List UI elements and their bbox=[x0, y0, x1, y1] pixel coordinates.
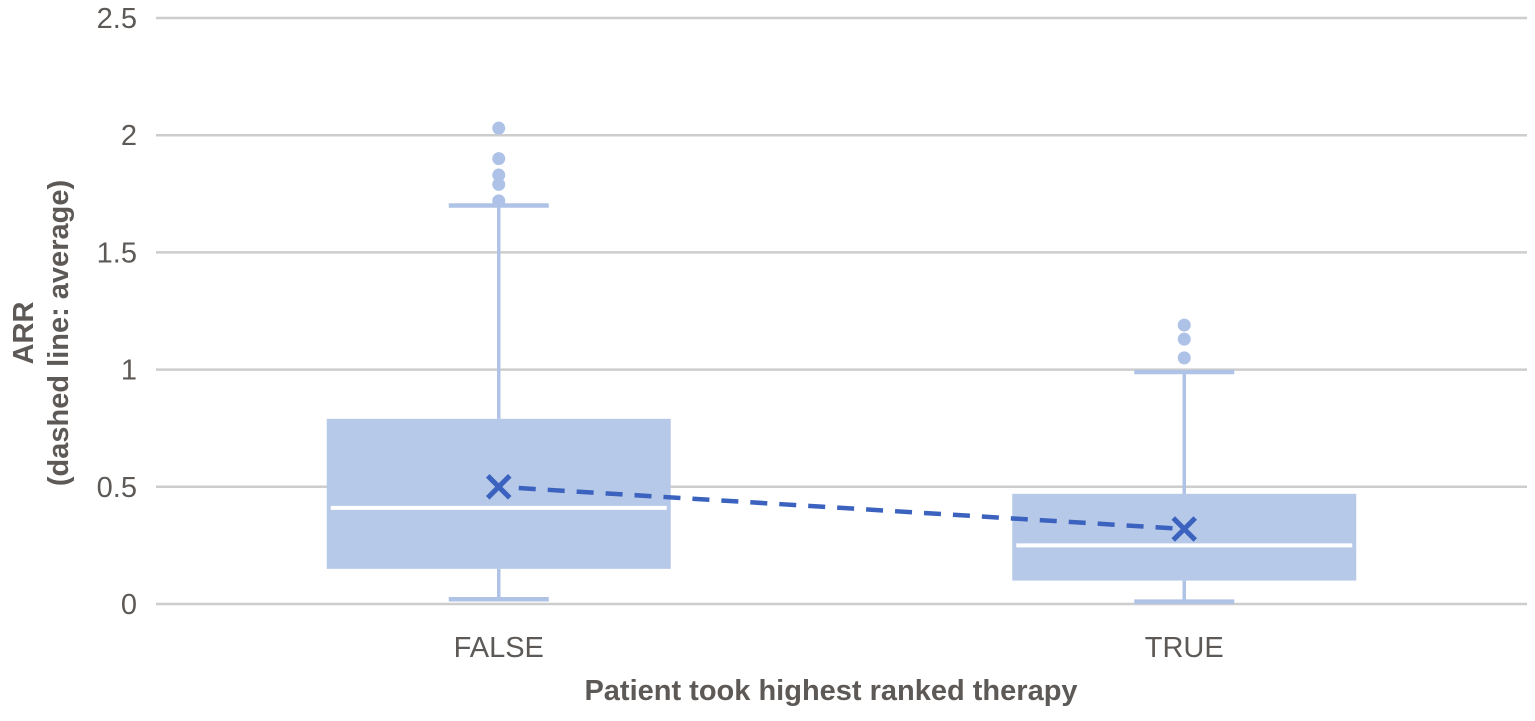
x-category-label-false: FALSE bbox=[454, 632, 544, 664]
outlier-true-2 bbox=[1177, 318, 1191, 332]
outlier-false-4 bbox=[492, 121, 506, 135]
y-axis-title: ARR (dashed line: average) bbox=[7, 163, 77, 503]
outlier-false-2 bbox=[492, 168, 506, 182]
y-tick-label-2.5: 2.5 bbox=[97, 3, 137, 35]
x-category-label-true: TRUE bbox=[1145, 632, 1224, 664]
y-tick-label-0.5: 0.5 bbox=[97, 472, 137, 504]
box-true bbox=[1012, 493, 1357, 581]
outlier-false-0 bbox=[492, 194, 506, 208]
y-tick-label-1.5: 1.5 bbox=[97, 237, 137, 269]
outlier-true-1 bbox=[1177, 332, 1191, 346]
y-tick-label-2: 2 bbox=[121, 120, 137, 152]
mean-trend-line bbox=[518, 485, 1185, 532]
y-tick-label-0: 0 bbox=[121, 589, 137, 621]
outlier-false-1 bbox=[492, 177, 506, 191]
outlier-false-3 bbox=[492, 152, 506, 166]
outlier-true-0 bbox=[1177, 351, 1191, 365]
y-tick-label-1: 1 bbox=[121, 355, 137, 387]
x-axis-title: Patient took highest ranked therapy bbox=[584, 675, 1078, 707]
mean-marker-false bbox=[485, 474, 512, 500]
y-axis-title-line2: (dashed line: average) bbox=[43, 179, 75, 487]
y-axis-title-line1: ARR bbox=[8, 301, 40, 365]
mean-marker-true bbox=[1171, 516, 1198, 542]
